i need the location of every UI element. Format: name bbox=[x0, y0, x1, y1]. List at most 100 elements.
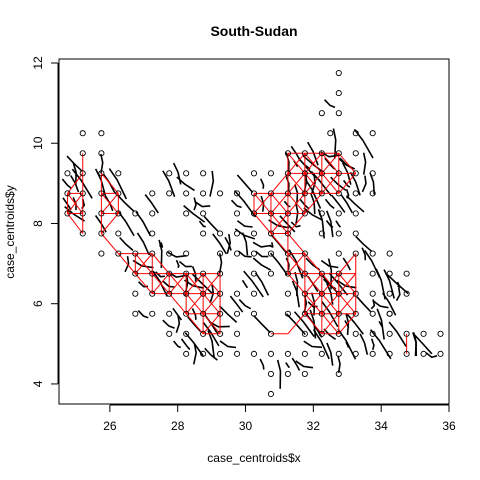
boundary-line bbox=[353, 128, 374, 159]
data-point bbox=[318, 330, 325, 337]
network-edge bbox=[67, 193, 84, 214]
boundary-line bbox=[349, 171, 361, 196]
boundary-line bbox=[117, 195, 135, 213]
boundary-line bbox=[386, 273, 409, 295]
boundary-line bbox=[355, 235, 373, 252]
boundary-line bbox=[303, 207, 323, 221]
data-point bbox=[217, 250, 224, 257]
data-point bbox=[335, 290, 342, 297]
boundary-line bbox=[361, 175, 367, 193]
boundary-line bbox=[359, 333, 369, 355]
data-point bbox=[217, 190, 224, 197]
boundary-line bbox=[119, 236, 134, 251]
data-point bbox=[149, 290, 156, 297]
data-point bbox=[369, 310, 376, 317]
boundary-line bbox=[180, 338, 191, 351]
boundary-line bbox=[172, 162, 182, 185]
boundary-line bbox=[218, 305, 238, 323]
data-point bbox=[327, 130, 334, 137]
network-edge bbox=[287, 173, 306, 194]
boundary-line bbox=[172, 340, 182, 349]
network-edge bbox=[101, 173, 119, 194]
boundary-line bbox=[209, 170, 215, 197]
boundary-line bbox=[302, 154, 324, 173]
boundary-line bbox=[337, 328, 357, 360]
boundary-line bbox=[152, 271, 168, 297]
boundary-line bbox=[236, 220, 253, 228]
data-point bbox=[132, 290, 139, 297]
boundary-line bbox=[425, 352, 438, 359]
data-point bbox=[403, 350, 410, 357]
data-point bbox=[233, 310, 241, 317]
x-tick-label: 28 bbox=[171, 419, 185, 433]
network-edge bbox=[304, 193, 323, 214]
boundary-line bbox=[183, 204, 206, 223]
boundary-line bbox=[198, 220, 206, 228]
data-point bbox=[183, 330, 190, 337]
x-axis: 26 28 30 32 34 36 bbox=[103, 404, 456, 433]
network-edge bbox=[338, 293, 357, 315]
network-edge bbox=[304, 313, 323, 335]
data-point bbox=[318, 350, 325, 357]
data-point bbox=[183, 250, 190, 257]
data-point bbox=[301, 290, 308, 297]
network-edge bbox=[253, 213, 272, 234]
boundary-line bbox=[303, 310, 323, 338]
boundary-line bbox=[310, 171, 332, 197]
data-point bbox=[420, 330, 427, 337]
data-point bbox=[335, 69, 342, 77]
boundary-line bbox=[283, 200, 291, 208]
network-edge bbox=[101, 193, 119, 214]
boundary-line bbox=[103, 174, 116, 194]
network-edge bbox=[287, 152, 306, 174]
boundary-line bbox=[378, 320, 383, 328]
y-axis: 4 6 8 10 12 bbox=[31, 56, 59, 387]
data-point bbox=[64, 210, 71, 217]
boundary-line bbox=[345, 341, 350, 348]
network-edge bbox=[287, 313, 306, 335]
data-point bbox=[200, 330, 207, 337]
data-point bbox=[64, 170, 71, 177]
boundary-line bbox=[370, 338, 375, 350]
boundary-line bbox=[317, 209, 325, 239]
network-edge bbox=[287, 193, 306, 214]
data-point bbox=[233, 230, 241, 237]
boundary-line bbox=[108, 168, 128, 200]
data-point bbox=[200, 170, 207, 177]
data-point bbox=[301, 190, 308, 197]
data-point bbox=[335, 230, 342, 237]
boundary-line bbox=[312, 329, 330, 360]
data-point bbox=[335, 330, 342, 337]
data-point bbox=[250, 250, 258, 257]
data-point bbox=[233, 210, 241, 217]
x-tick-label: 36 bbox=[442, 419, 456, 433]
boundary-line bbox=[290, 221, 301, 228]
data-point bbox=[98, 190, 105, 197]
network-edge bbox=[321, 293, 340, 315]
data-point bbox=[284, 190, 291, 197]
data-point bbox=[352, 330, 359, 337]
data-point bbox=[284, 290, 291, 297]
data-point bbox=[217, 310, 224, 317]
network-edge bbox=[304, 273, 323, 295]
boundary-line bbox=[323, 99, 336, 109]
network-edge bbox=[338, 313, 357, 335]
boundary-line bbox=[259, 178, 265, 189]
boundary-line bbox=[268, 242, 274, 248]
boundary-line bbox=[346, 313, 364, 335]
data-point bbox=[250, 290, 258, 297]
plot-frame bbox=[58, 58, 450, 405]
network-edge bbox=[321, 173, 340, 194]
data-point bbox=[233, 250, 241, 257]
boundary-line bbox=[325, 210, 334, 238]
boundary-line bbox=[321, 275, 338, 293]
boundary-line bbox=[304, 178, 322, 209]
boundary-line bbox=[237, 250, 252, 258]
boundary-line bbox=[192, 344, 197, 365]
data-point bbox=[250, 270, 258, 277]
boundary-line bbox=[382, 292, 397, 316]
network-edge bbox=[287, 233, 306, 254]
boundary-line bbox=[320, 259, 339, 269]
boundary-line bbox=[324, 157, 336, 170]
data-point bbox=[369, 330, 376, 337]
